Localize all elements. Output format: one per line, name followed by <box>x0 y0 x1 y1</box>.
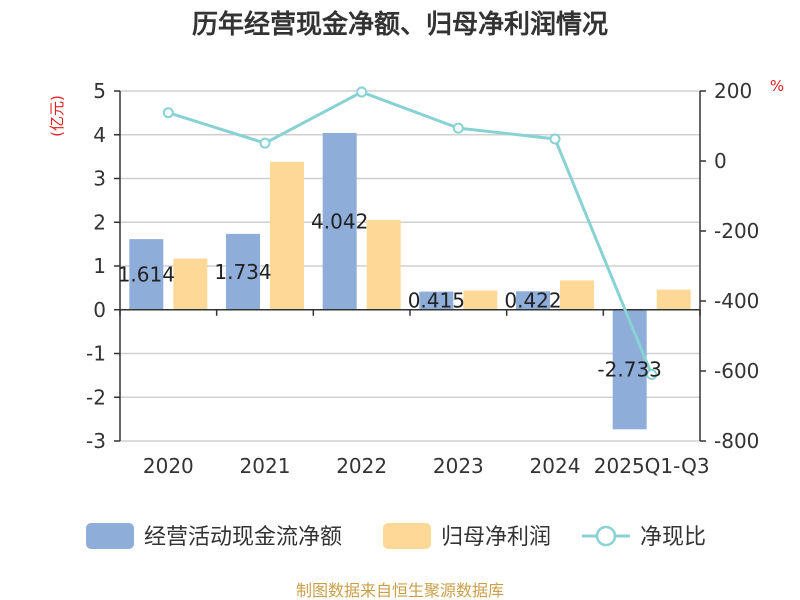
cashflow-data-label: -2.733 <box>597 358 661 382</box>
net-profit-bar <box>656 289 691 310</box>
chart-title: 历年经营现金净额、归母净利润情况 <box>192 9 608 40</box>
left-axis-tick-label: -3 <box>86 429 106 453</box>
right-axis-tick-label: -600 <box>714 359 759 383</box>
net-cash-ratio-point <box>452 122 464 134</box>
left-axis-tick-label: 5 <box>93 79 106 103</box>
left-axis-tick-label: -1 <box>86 342 106 366</box>
right-axis-unit: % <box>770 77 784 95</box>
legend-label: 经营活动现金流净额 <box>144 525 342 550</box>
net-profit-bar <box>560 280 594 310</box>
category-label: 2020 <box>143 454 194 478</box>
legend-swatch <box>86 523 134 549</box>
net-profit-bar <box>173 258 208 310</box>
cashflow-data-label: 1.734 <box>214 260 271 284</box>
left-axis-tick-label: 1 <box>93 254 106 278</box>
operating-cashflow-bar <box>516 291 550 310</box>
net-profit-bar <box>366 220 401 310</box>
axes: 5 4 3 2 1 0 -1 -2 -3 200 0 -200 -400 -600 -800 2020 2021… <box>86 79 759 478</box>
net-cash-ratio-point <box>646 369 658 380</box>
operating-cashflow-bar <box>322 132 357 310</box>
left-axis-tick-label: -2 <box>86 385 106 409</box>
right-axis-tick-label: -200 <box>714 219 759 243</box>
cashflow-data-label: 0.422 <box>504 289 561 313</box>
category-label: 2021 <box>240 454 291 478</box>
operating-cashflow-bar <box>226 233 260 310</box>
right-axis-tick-label: -400 <box>714 289 759 313</box>
net-cash-ratio-point <box>259 137 271 149</box>
net-profit-bar <box>463 290 498 310</box>
left-axis-tick-label: 4 <box>93 123 106 147</box>
cashflow-data-label: 0.415 <box>408 289 465 313</box>
right-axis-tick-label: 200 <box>714 79 752 103</box>
operating-cashflow-bar <box>612 309 647 430</box>
data-labels: 1.614 1.734 4.042 0.415 0.422 -2.733 <box>118 209 662 381</box>
left-axis-tick-label: 0 <box>93 298 106 322</box>
operating-cashflow-bar <box>419 291 454 310</box>
category-label: 2025Q1-Q3 <box>594 454 710 478</box>
net-cash-ratio-point <box>356 86 368 98</box>
left-axis-tick-label: 2 <box>93 210 106 234</box>
bars <box>129 132 691 430</box>
legend-swatch <box>383 523 431 549</box>
cashflow-data-label: 4.042 <box>311 209 368 233</box>
cashflow-data-label: 1.614 <box>118 262 175 286</box>
right-axis-tick-label: -800 <box>714 429 759 453</box>
net-cash-ratio-point <box>162 107 174 119</box>
net-cash-ratio-line <box>167 90 654 376</box>
line-series <box>162 86 658 380</box>
category-label: 2024 <box>530 454 581 478</box>
left-axis-tick-label: 3 <box>93 167 106 191</box>
net-cash-ratio-point <box>549 133 561 145</box>
category-label: 2023 <box>433 454 484 478</box>
left-axis-unit: (亿元) <box>48 95 66 137</box>
operating-cashflow-bar <box>129 239 164 310</box>
category-label: 2022 <box>336 454 387 478</box>
net-profit-bar <box>270 161 304 310</box>
source-note: 制图数据来自恒生聚源数据库 <box>296 581 504 600</box>
legend-label: 归母净利润 <box>441 525 551 550</box>
legend: 经营活动现金流净额 归母净利润 净现比 <box>86 523 706 550</box>
legend-label: 净现比 <box>640 525 706 550</box>
legend-marker <box>595 525 617 547</box>
right-axis-tick-label: 0 <box>714 149 727 173</box>
